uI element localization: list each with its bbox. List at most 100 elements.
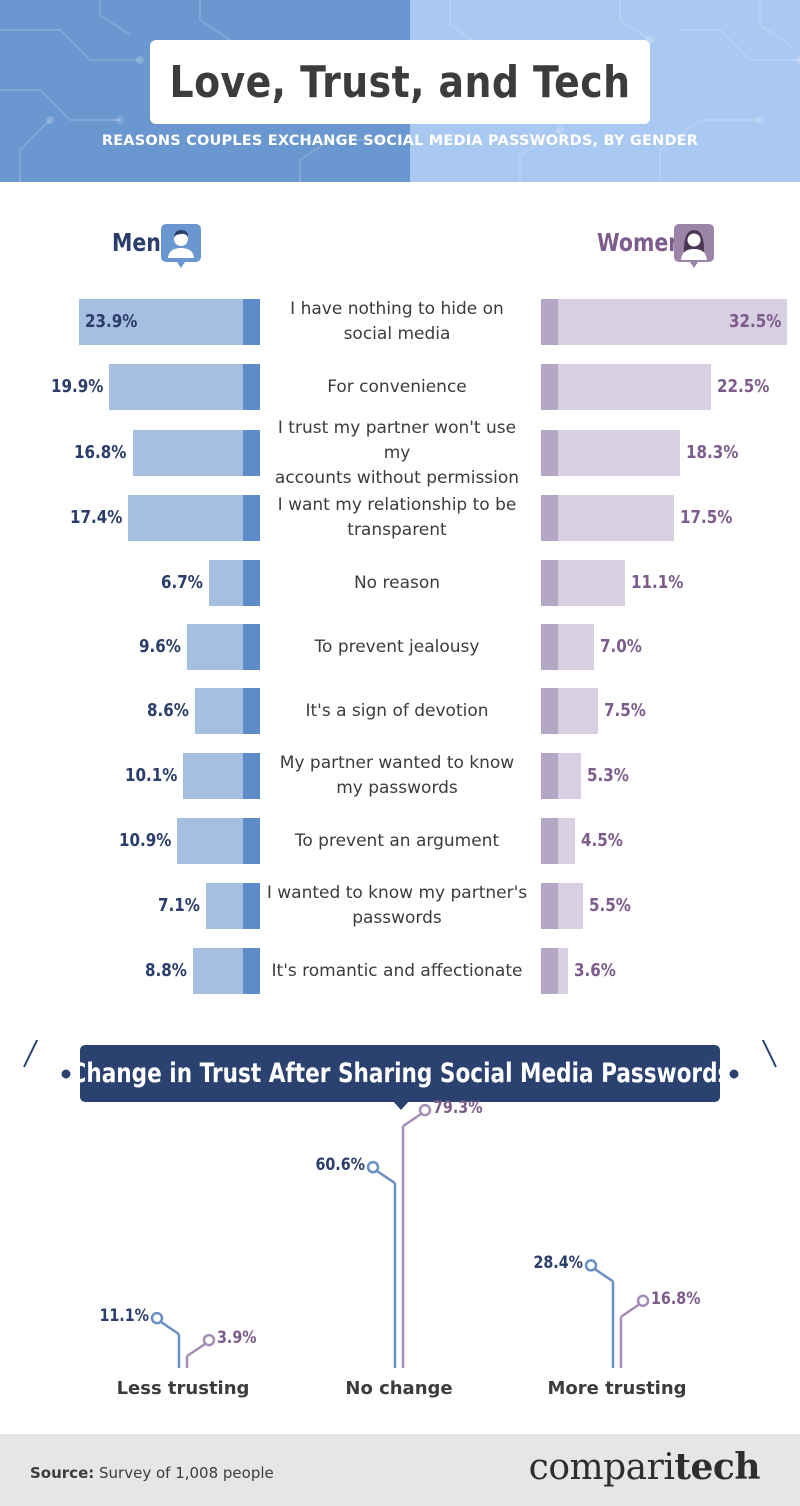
women-bar-value: 7.5% xyxy=(603,700,646,721)
reason-label-text: To prevent an argument xyxy=(294,830,500,851)
women-trust-stem xyxy=(186,1342,207,1358)
men-bar-value: 6.7% xyxy=(161,572,204,593)
women-bar xyxy=(541,495,674,541)
women-trust-marker xyxy=(202,1333,216,1347)
women-bar-edge xyxy=(541,818,558,864)
men-bar xyxy=(209,560,260,606)
men-bar xyxy=(177,818,260,864)
trust-chart-title: Change in Trust After Sharing Social Med… xyxy=(70,1058,730,1089)
women-bar-edge xyxy=(541,430,558,476)
reason-label-text: I have nothing to hide on social media xyxy=(290,299,504,344)
women-bar-edge xyxy=(541,299,558,345)
trust-title-box: Change in Trust After Sharing Social Med… xyxy=(70,1045,730,1102)
trust-category-label: Less trusting xyxy=(116,1378,250,1399)
men-trust-value: 60.6% xyxy=(315,1155,365,1176)
reason-label: To prevent jealousy xyxy=(262,624,532,670)
women-bar-value: 11.1% xyxy=(631,572,684,593)
women-bar xyxy=(541,948,569,994)
women-trust-value: 79.3% xyxy=(433,1098,483,1119)
men-bar-edge xyxy=(242,818,260,864)
trust-decor-left xyxy=(23,1040,71,1079)
men-bar xyxy=(187,624,260,670)
reason-label-text: I want my relationship to be transparent xyxy=(277,495,517,540)
reason-label: I have nothing to hide on social media xyxy=(262,299,532,345)
women-bar xyxy=(541,560,626,606)
women-bar-value: 5.5% xyxy=(588,895,631,916)
source-note: Source: Survey of 1,008 people xyxy=(30,1464,274,1482)
men-bar xyxy=(194,688,260,734)
source-label: Source: xyxy=(30,1464,95,1482)
women-label: Women xyxy=(597,228,683,257)
women-trust-stem xyxy=(402,1112,423,1128)
women-bar-value: 4.5% xyxy=(581,830,624,851)
men-bar-value: 7.1% xyxy=(158,895,201,916)
women-bar-value: 7.0% xyxy=(600,636,642,657)
men-bar-value: 10.9% xyxy=(118,830,172,851)
men-bar-value: 8.8% xyxy=(145,960,188,981)
trust-category-label: More trusting xyxy=(547,1378,687,1399)
reason-label-text: It's romantic and affectionate xyxy=(271,960,523,981)
men-bar-edge xyxy=(242,624,260,670)
source-text: Survey of 1,008 people xyxy=(99,1464,274,1482)
women-bar-edge xyxy=(541,688,558,734)
women-bar xyxy=(541,688,598,734)
man-avatar-icon xyxy=(161,224,201,268)
trust-chart xyxy=(23,1040,777,1368)
men-trust-marker xyxy=(366,1160,380,1174)
men-bar xyxy=(109,364,260,410)
men-bar-edge xyxy=(242,560,260,606)
men-bar-edge xyxy=(242,430,260,476)
trust-category-label: No change xyxy=(345,1378,453,1399)
men-bar-edge xyxy=(242,753,260,799)
logo-text-regular: compari xyxy=(528,1447,675,1488)
men-bar-value: 23.9% xyxy=(84,311,138,332)
men-bar xyxy=(78,299,260,345)
men-bar-value: 8.6% xyxy=(146,700,189,721)
men-bar xyxy=(206,883,260,929)
women-bar xyxy=(541,364,712,410)
circuit-pattern xyxy=(0,0,800,182)
men-bar-edge xyxy=(242,299,260,345)
women-bar-edge xyxy=(541,948,558,994)
logo-text-bold: tech xyxy=(674,1446,760,1488)
men-trust-stem xyxy=(375,1169,396,1185)
women-trust-marker xyxy=(636,1294,650,1308)
woman-avatar-icon xyxy=(674,224,714,268)
footer: Source: Survey of 1,008 people comparite… xyxy=(0,1434,800,1506)
men-bar-edge xyxy=(242,688,260,734)
men-trust-stem xyxy=(593,1267,614,1283)
reason-label: It's romantic and affectionate xyxy=(262,948,532,994)
reason-label: I trust my partner won't use my accounts … xyxy=(262,418,532,488)
reason-label: I wanted to know my partner's passwords xyxy=(262,883,532,929)
men-bar-value: 10.1% xyxy=(125,765,178,786)
men-trust-marker xyxy=(584,1259,598,1272)
women-bar-edge xyxy=(541,560,558,606)
trust-title-pointer xyxy=(392,1100,410,1110)
women-bar xyxy=(541,430,680,476)
men-trust-stem xyxy=(159,1320,180,1336)
reason-label-text: To prevent jealousy xyxy=(314,636,480,657)
reason-label: I want my relationship to be transparent xyxy=(262,495,532,541)
women-bar-value: 32.5% xyxy=(728,311,782,332)
comparitech-logo: comparitech xyxy=(528,1446,761,1488)
reason-label: To prevent an argument xyxy=(262,818,532,864)
women-bar-edge xyxy=(541,364,558,410)
women-trust-marker xyxy=(418,1103,432,1117)
men-bar-edge xyxy=(242,883,260,929)
men-bar xyxy=(132,430,260,476)
reason-label-text: I trust my partner won't use my accounts … xyxy=(274,417,520,488)
men-bar-edge xyxy=(242,948,260,994)
men-bar-edge xyxy=(242,364,260,410)
women-bar xyxy=(541,883,583,929)
men-bar xyxy=(128,495,260,541)
trust-decor-right xyxy=(729,1040,777,1079)
page-title: Love, Trust, and Tech xyxy=(169,56,631,108)
men-bar xyxy=(193,948,260,994)
page-subtitle: REASONS COUPLES EXCHANGE SOCIAL MEDIA PA… xyxy=(101,133,699,149)
men-bar-value: 16.8% xyxy=(74,442,127,463)
women-bar xyxy=(541,818,576,864)
women-bar xyxy=(541,299,788,345)
men-trust-marker xyxy=(150,1311,164,1325)
women-bar-edge xyxy=(541,883,558,929)
men-label: Men xyxy=(112,228,161,257)
